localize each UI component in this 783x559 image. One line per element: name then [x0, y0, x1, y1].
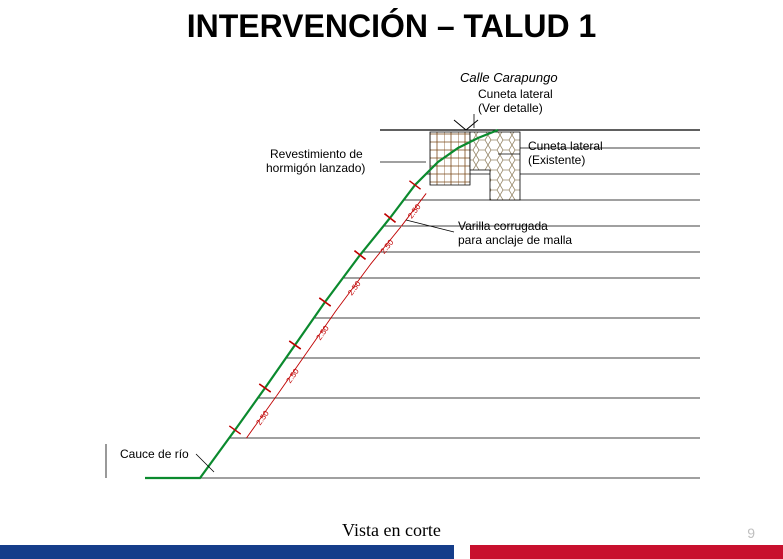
cross-section-diagram: 2.50 2.50 2.50 2.50 2.50 2.50 Calle Carapungo C… — [80, 70, 710, 510]
caption: Vista en corte — [0, 520, 783, 541]
svg-text:2.50: 2.50 — [379, 237, 396, 255]
svg-text:(Ver detalle): (Ver detalle) — [478, 101, 543, 115]
svg-text:2.50: 2.50 — [285, 366, 302, 384]
svg-text:hormigón lanzado): hormigón lanzado) — [266, 161, 365, 175]
svg-text:Cauce de río: Cauce de río — [120, 447, 189, 461]
svg-text:2.50: 2.50 — [254, 409, 271, 427]
svg-text:2.50: 2.50 — [315, 323, 332, 341]
footer-blue — [0, 545, 454, 559]
page-number: 9 — [747, 525, 755, 541]
svg-text:2.50: 2.50 — [346, 279, 363, 297]
svg-text:Cuneta lateral: Cuneta lateral — [528, 139, 603, 153]
svg-text:(Existente): (Existente) — [528, 153, 585, 167]
footer-white — [454, 545, 470, 559]
footer-red — [470, 545, 783, 559]
svg-text:Calle Carapungo: Calle Carapungo — [460, 70, 558, 85]
svg-text:Varilla corrugada: Varilla corrugada — [458, 219, 548, 233]
svg-text:Revestimiento de: Revestimiento de — [270, 147, 363, 161]
page-title: INTERVENCIÓN – TALUD 1 — [0, 8, 783, 45]
svg-text:2.50: 2.50 — [406, 202, 423, 220]
svg-text:para anclaje de malla: para anclaje de malla — [458, 233, 572, 247]
svg-text:Cuneta lateral: Cuneta lateral — [478, 87, 553, 101]
